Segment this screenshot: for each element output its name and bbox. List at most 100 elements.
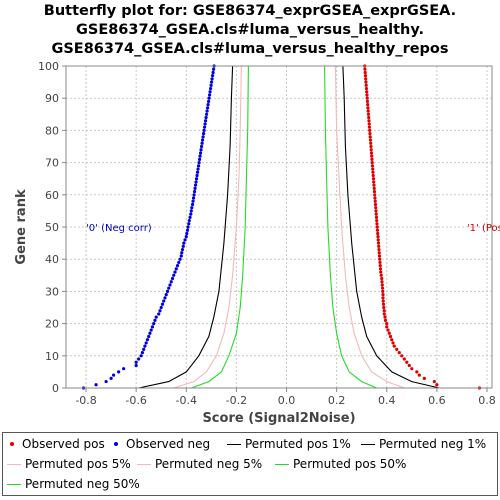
data-point-observed-neg bbox=[199, 144, 204, 149]
data-point-observed-pos bbox=[368, 132, 372, 136]
data-point-observed-pos bbox=[364, 83, 368, 87]
data-point-observed-pos bbox=[382, 305, 386, 310]
data-point-observed-neg bbox=[211, 70, 215, 75]
data-point-observed-neg bbox=[194, 180, 198, 184]
x-tick-label: 0.4 bbox=[378, 394, 396, 407]
data-point-observed-neg bbox=[199, 148, 203, 152]
data-point-observed-neg bbox=[117, 370, 121, 374]
data-point-observed-neg bbox=[150, 325, 155, 329]
data-point-observed-pos bbox=[367, 115, 371, 120]
legend-label: Permuted pos 1% bbox=[245, 437, 351, 451]
data-point-observed-neg bbox=[210, 74, 215, 78]
data-point-observed-pos bbox=[370, 157, 374, 161]
data-point-observed-neg bbox=[148, 331, 152, 335]
legend-item-permuted-pos-50: Permuted pos 50% bbox=[275, 457, 406, 471]
data-point-observed-pos bbox=[381, 296, 385, 300]
data-point-observed-pos bbox=[383, 315, 387, 319]
legend-swatch-permuted-pos-1 bbox=[227, 443, 241, 445]
data-point-observed-pos bbox=[380, 276, 384, 281]
data-point-observed-pos bbox=[388, 334, 393, 339]
data-point-observed-neg bbox=[164, 293, 168, 297]
axis-ticks: -0.8 -0.6 -0.4 -0.2 0.0 0.2 0.4 0.6 0.8 0 10 20 30 40… bbox=[38, 60, 496, 407]
data-point-observed-pos bbox=[367, 125, 372, 129]
data-point-observed-pos bbox=[380, 286, 385, 290]
data-point-observed-neg bbox=[206, 99, 211, 104]
data-point-observed-neg bbox=[112, 373, 116, 377]
data-point-observed-pos bbox=[372, 183, 376, 187]
data-point-observed-pos bbox=[363, 74, 368, 78]
data-point-observed-neg bbox=[142, 347, 146, 351]
data-point-observed-pos bbox=[370, 154, 374, 158]
data-point-observed-neg bbox=[104, 379, 108, 384]
data-point-observed-pos bbox=[435, 383, 439, 387]
data-point-observed-neg bbox=[149, 328, 153, 332]
data-point-observed-neg bbox=[203, 122, 207, 126]
data-point-observed-pos bbox=[377, 251, 381, 255]
data-point-observed-neg bbox=[147, 334, 151, 339]
legend-swatch-observed-neg bbox=[114, 442, 118, 446]
data-point-observed-neg bbox=[188, 215, 192, 219]
data-point-observed-neg bbox=[205, 109, 209, 113]
data-point-observed-pos bbox=[364, 80, 368, 84]
data-point-observed-pos bbox=[368, 128, 372, 132]
data-point-observed-pos bbox=[367, 119, 371, 123]
data-point-observed-neg bbox=[177, 260, 181, 265]
data-point-observed-pos bbox=[368, 135, 372, 139]
data-point-observed-pos bbox=[365, 99, 370, 104]
data-point-observed-neg bbox=[196, 167, 200, 171]
data-point-observed-neg bbox=[189, 209, 193, 213]
legend-label: Permuted pos 5% bbox=[25, 457, 131, 471]
y-axis-label: Gene rank bbox=[14, 189, 29, 265]
data-point-observed-neg bbox=[204, 115, 208, 120]
data-point-observed-neg bbox=[185, 231, 189, 236]
data-point-observed-pos bbox=[373, 196, 377, 200]
data-point-observed-neg bbox=[122, 367, 126, 371]
x-axis-label: Score (Signal2Noise) bbox=[202, 411, 355, 426]
data-point-observed-neg bbox=[192, 189, 197, 194]
data-point-observed-pos bbox=[365, 96, 369, 100]
data-point-observed-neg bbox=[190, 206, 194, 210]
data-point-observed-neg bbox=[201, 132, 206, 136]
data-point-observed-neg bbox=[160, 302, 165, 306]
chart-title-line-1: Butterfly plot for: GSE86374_exprGSEA_ex… bbox=[43, 3, 457, 19]
data-point-observed-pos bbox=[366, 103, 370, 107]
data-point-observed-neg bbox=[202, 128, 206, 132]
data-point-observed-neg bbox=[196, 164, 201, 168]
data-point-observed-neg bbox=[187, 222, 191, 226]
data-point-observed-pos bbox=[366, 109, 370, 113]
data-point-observed-neg bbox=[208, 90, 212, 94]
data-point-observed-pos bbox=[374, 206, 378, 210]
data-point-observed-neg bbox=[203, 119, 208, 123]
data-point-observed-neg bbox=[174, 267, 178, 271]
data-point-observed-neg bbox=[207, 93, 212, 97]
data-point-observed-neg bbox=[185, 228, 190, 232]
data-point-observed-neg bbox=[200, 138, 205, 142]
data-point-observed-pos bbox=[381, 293, 385, 297]
data-point-observed-pos bbox=[377, 247, 381, 252]
data-point-observed-pos bbox=[374, 209, 378, 213]
annotation-neg-corr: '0' (Neg corr) bbox=[86, 223, 152, 234]
data-point-observed-neg bbox=[180, 247, 185, 252]
legend-label: Permuted pos 50% bbox=[293, 457, 407, 471]
data-point-observed-neg bbox=[154, 315, 158, 319]
data-point-observed-pos bbox=[370, 164, 375, 168]
data-point-observed-pos bbox=[387, 331, 391, 335]
data-point-observed-neg bbox=[134, 360, 138, 364]
data-point-observed-pos bbox=[380, 283, 384, 287]
data-point-observed-pos bbox=[372, 180, 376, 184]
data-point-observed-neg bbox=[195, 170, 200, 174]
legend-item-permuted-neg-5: Permuted neg 5% bbox=[137, 457, 262, 471]
data-point-observed-pos bbox=[377, 254, 382, 258]
data-point-observed-pos bbox=[422, 376, 426, 380]
legend-item-permuted-pos-5: Permuted pos 5% bbox=[7, 457, 131, 471]
data-point-observed-pos bbox=[363, 70, 367, 75]
data-point-observed-neg bbox=[209, 80, 214, 84]
data-point-observed-pos bbox=[375, 218, 379, 223]
data-point-observed-pos bbox=[390, 338, 394, 342]
data-point-observed-neg bbox=[144, 341, 148, 345]
data-point-observed-neg bbox=[187, 218, 191, 223]
data-point-observed-pos bbox=[363, 67, 367, 71]
x-tick-label: 0.2 bbox=[328, 394, 346, 407]
series-line-permuted-pos-5 bbox=[334, 65, 405, 389]
data-point-observed-neg bbox=[193, 186, 197, 190]
